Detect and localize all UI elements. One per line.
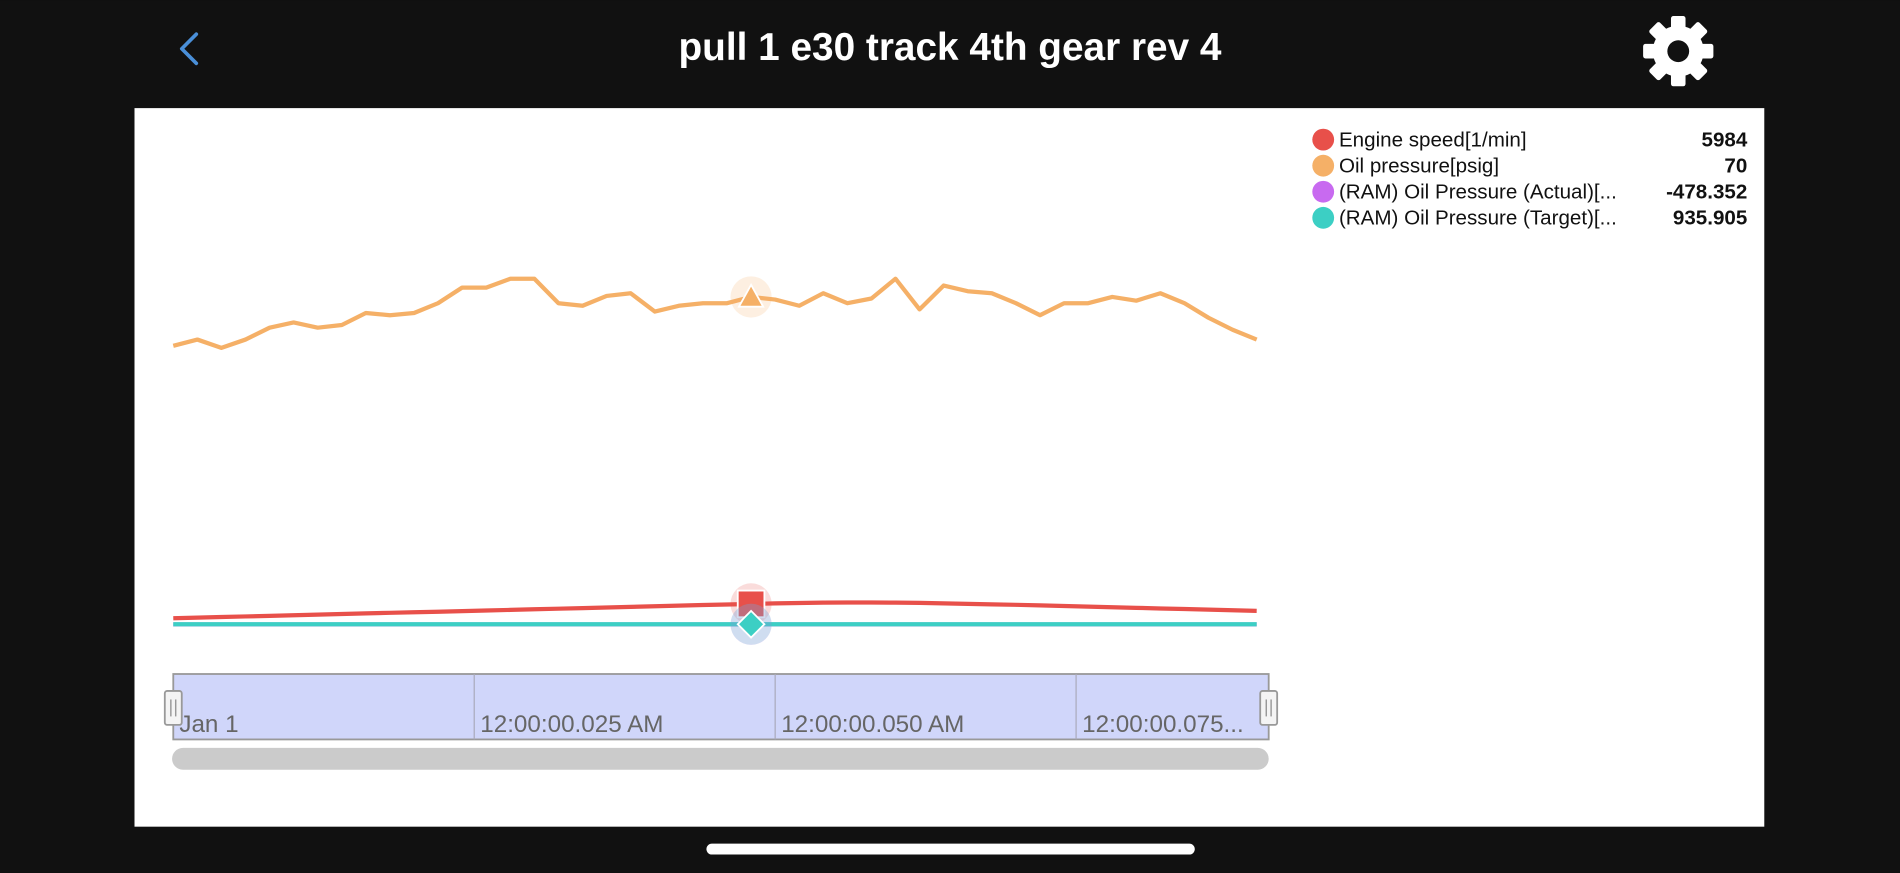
home-indicator: [706, 843, 1195, 855]
navigator-tick-label: Jan 1: [179, 711, 238, 738]
series-line: [172, 276, 1258, 351]
legend-label: (RAM) Oil Pressure (Actual)[...: [1339, 180, 1617, 203]
navigator-tick-label: 12:00:00.075...: [1082, 711, 1244, 738]
legend-swatch: [1312, 180, 1335, 203]
handle-body: [1259, 690, 1279, 726]
gear-teeth: [1643, 16, 1714, 87]
navigator-tick-label: 12:00:00.025 AM: [480, 711, 663, 738]
legend-swatch: [1312, 154, 1335, 177]
navigator-tick-label: 12:00:00.050 AM: [781, 711, 964, 738]
navigator: [172, 673, 1270, 741]
navigator-handle[interactable]: [1259, 690, 1279, 726]
scrollbar[interactable]: [172, 747, 1269, 770]
legend-value: 935.905: [1673, 206, 1747, 229]
back-button[interactable]: [179, 32, 199, 66]
settings-button[interactable]: [1643, 16, 1714, 87]
gear-hole: [1667, 40, 1690, 63]
legend-value: 70: [1724, 154, 1747, 177]
legend-label: Engine speed[1/min]: [1339, 128, 1527, 151]
legend-label: Oil pressure[psig]: [1339, 154, 1499, 177]
legend-swatch: [1312, 206, 1335, 229]
legend-swatch: [1312, 128, 1335, 151]
series-line: [173, 600, 1257, 621]
handle-body: [163, 690, 183, 726]
legend-label: (RAM) Oil Pressure (Target)[...: [1339, 206, 1617, 229]
page-title: pull 1 e30 track 4th gear rev 4: [678, 26, 1221, 69]
legend-value: -478.352: [1666, 180, 1747, 203]
cursor-marker: [736, 609, 766, 639]
navigator-handle[interactable]: [163, 690, 183, 726]
cursor-marker: [737, 282, 765, 308]
legend-value: 5984: [1702, 128, 1748, 151]
